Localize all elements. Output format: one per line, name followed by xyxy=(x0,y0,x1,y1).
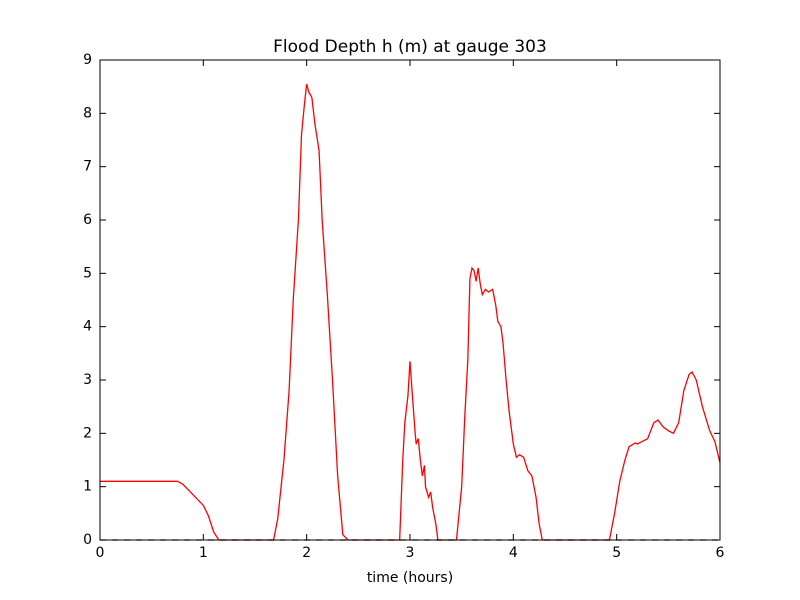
y-tick-label: 4 xyxy=(83,319,92,335)
y-tick-label: 1 xyxy=(83,479,92,495)
y-tick-label: 0 xyxy=(83,532,92,548)
y-tick-label: 5 xyxy=(83,265,92,281)
x-tick-label: 6 xyxy=(716,545,725,561)
chart-title: Flood Depth h (m) at gauge 303 xyxy=(273,37,547,57)
x-tick-label: 1 xyxy=(199,545,208,561)
y-tick-label: 6 xyxy=(83,212,92,228)
y-tick-label: 8 xyxy=(83,105,92,121)
x-tick-label: 2 xyxy=(302,545,311,561)
y-tick-label: 3 xyxy=(83,372,92,388)
y-tick-label: 2 xyxy=(83,425,92,441)
y-tick-label: 9 xyxy=(83,52,92,68)
plot-frame xyxy=(99,59,721,541)
y-tick-label: 7 xyxy=(83,159,92,175)
x-tick-label: 0 xyxy=(96,545,105,561)
data-line xyxy=(100,83,721,541)
x-tick-label: 3 xyxy=(406,545,415,561)
x-tick-label: 4 xyxy=(509,545,518,561)
x-axis-label: time (hours) xyxy=(367,570,453,586)
x-tick-label: 5 xyxy=(612,545,621,561)
